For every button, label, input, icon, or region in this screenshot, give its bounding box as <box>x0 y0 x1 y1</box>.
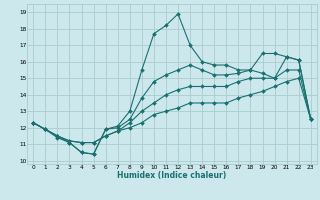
X-axis label: Humidex (Indice chaleur): Humidex (Indice chaleur) <box>117 171 227 180</box>
